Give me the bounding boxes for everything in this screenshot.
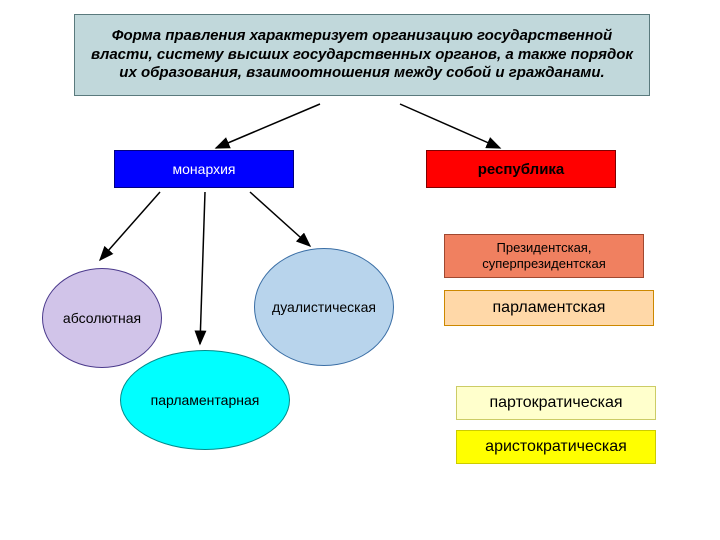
republic-parliamentary: парламентская bbox=[444, 290, 654, 326]
monarchy-absolute-label: абсолютная bbox=[63, 310, 141, 326]
header-definition: Форма правления характеризует организаци… bbox=[74, 14, 650, 96]
republic-presidential-label: Президентская, суперпрезидентская bbox=[445, 240, 643, 271]
monarchy-node: монархия bbox=[114, 150, 294, 188]
monarchy-parliamentary: парламентарная bbox=[120, 350, 290, 450]
header-text: Форма правления характеризует организаци… bbox=[85, 27, 639, 83]
republic-node: республика bbox=[426, 150, 616, 188]
monarchy-parliamentary-label: парламентарная bbox=[151, 392, 260, 408]
monarchy-label: монархия bbox=[173, 161, 236, 177]
republic-aristocratic: аристократическая bbox=[456, 430, 656, 464]
republic-aristocratic-label: аристократическая bbox=[485, 438, 627, 456]
republic-presidential: Президентская, суперпрезидентская bbox=[444, 234, 644, 278]
republic-parliamentary-label: парламентская bbox=[493, 299, 606, 317]
monarchy-absolute: абсолютная bbox=[42, 268, 162, 368]
monarchy-dualistic: дуалистическая bbox=[254, 248, 394, 366]
republic-partocratic-label: партократическая bbox=[489, 394, 622, 412]
republic-partocratic: партократическая bbox=[456, 386, 656, 420]
republic-label: республика bbox=[478, 161, 565, 178]
monarchy-dualistic-label: дуалистическая bbox=[272, 299, 376, 315]
